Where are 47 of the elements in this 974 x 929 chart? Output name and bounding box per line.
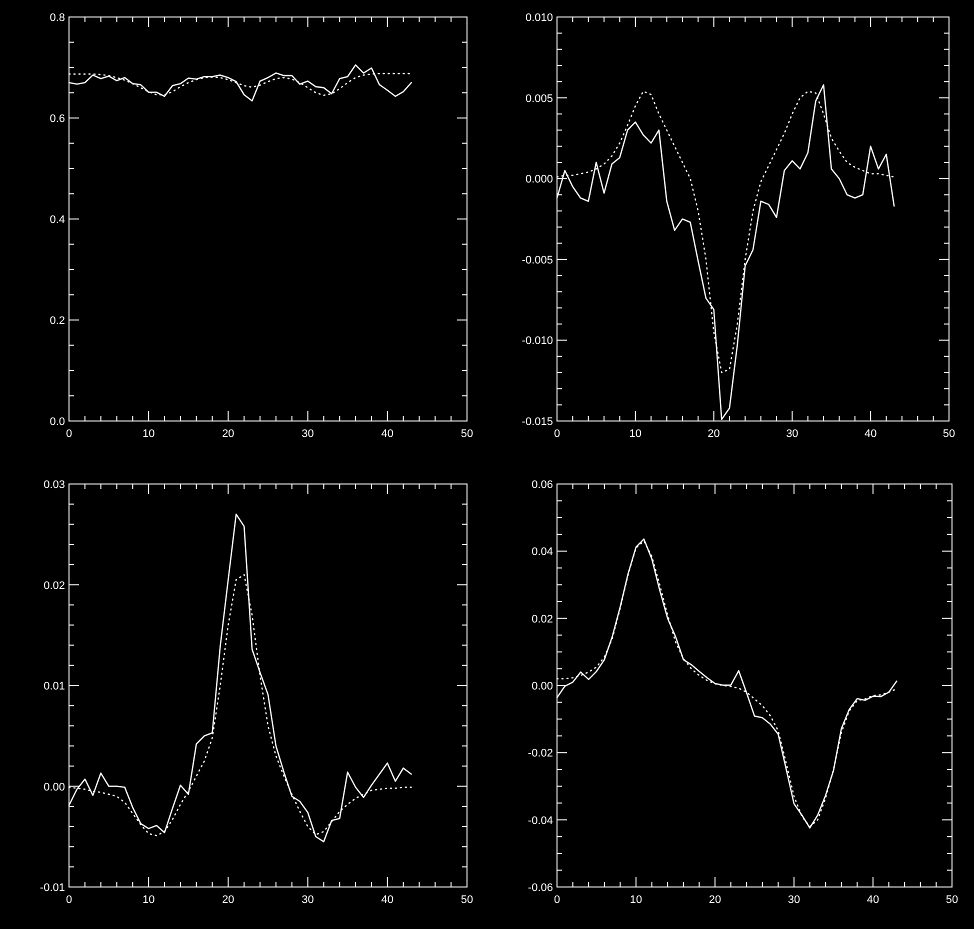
y-tick-label: 0.8 bbox=[50, 12, 65, 24]
y-tick-label: 0.01 bbox=[44, 680, 65, 692]
x-tick-label: 10 bbox=[629, 428, 642, 440]
x-tick-label: 10 bbox=[630, 894, 642, 906]
x-tick-label: 0 bbox=[66, 894, 72, 906]
x-tick-label: 20 bbox=[708, 428, 720, 440]
x-tick-label: 20 bbox=[222, 894, 234, 906]
y-tick-label: -0.005 bbox=[522, 254, 553, 266]
x-tick-label: 30 bbox=[302, 894, 314, 906]
x-tick-label: 30 bbox=[302, 428, 314, 440]
y-tick-label: 0.00 bbox=[532, 680, 553, 692]
x-tick-label: 40 bbox=[381, 894, 394, 906]
y-tick-label: 0.02 bbox=[532, 613, 553, 626]
y-tick-label: 0.06 bbox=[532, 479, 553, 491]
x-tick-label: 40 bbox=[381, 428, 394, 440]
x-tick-label: 20 bbox=[222, 428, 234, 440]
x-tick-label: 50 bbox=[942, 428, 956, 440]
x-tick-label: 20 bbox=[708, 894, 722, 906]
y-tick-label: 0.02 bbox=[44, 580, 65, 592]
y-tick-label: -0.06 bbox=[528, 882, 553, 894]
x-tick-label: 50 bbox=[460, 894, 474, 906]
x-tick-label: 10 bbox=[142, 894, 155, 906]
y-tick-label: 0.04 bbox=[532, 546, 553, 558]
x-tick-label: 40 bbox=[864, 428, 877, 440]
y-tick-label: -0.04 bbox=[528, 814, 553, 827]
x-tick-label: 0 bbox=[554, 428, 560, 440]
x-tick-label: 40 bbox=[866, 894, 880, 906]
x-tick-label: 50 bbox=[460, 428, 474, 440]
y-tick-label: -0.02 bbox=[528, 748, 553, 760]
x-tick-label: 0 bbox=[66, 428, 72, 440]
y-tick-label: 0.4 bbox=[50, 214, 65, 226]
x-tick-label: 10 bbox=[142, 428, 155, 440]
y-tick-label: 0.010 bbox=[525, 12, 553, 24]
y-tick-label: -0.01 bbox=[40, 882, 65, 894]
y-tick-label: 0.0 bbox=[50, 416, 65, 428]
x-tick-label: 0 bbox=[554, 894, 560, 906]
x-tick-label: 30 bbox=[786, 428, 798, 440]
y-tick-label: -0.010 bbox=[522, 335, 553, 348]
x-tick-label: 50 bbox=[946, 894, 958, 906]
y-tick-label: 0.00 bbox=[44, 781, 65, 794]
x-tick-label: 30 bbox=[788, 894, 800, 906]
y-tick-label: 0.03 bbox=[44, 479, 65, 491]
y-tick-label: 0.6 bbox=[50, 113, 65, 125]
y-tick-label: 0.005 bbox=[525, 92, 553, 105]
y-tick-label: -0.015 bbox=[522, 416, 553, 428]
y-tick-label: 0.2 bbox=[50, 315, 65, 327]
y-tick-label: 0.000 bbox=[525, 174, 553, 186]
